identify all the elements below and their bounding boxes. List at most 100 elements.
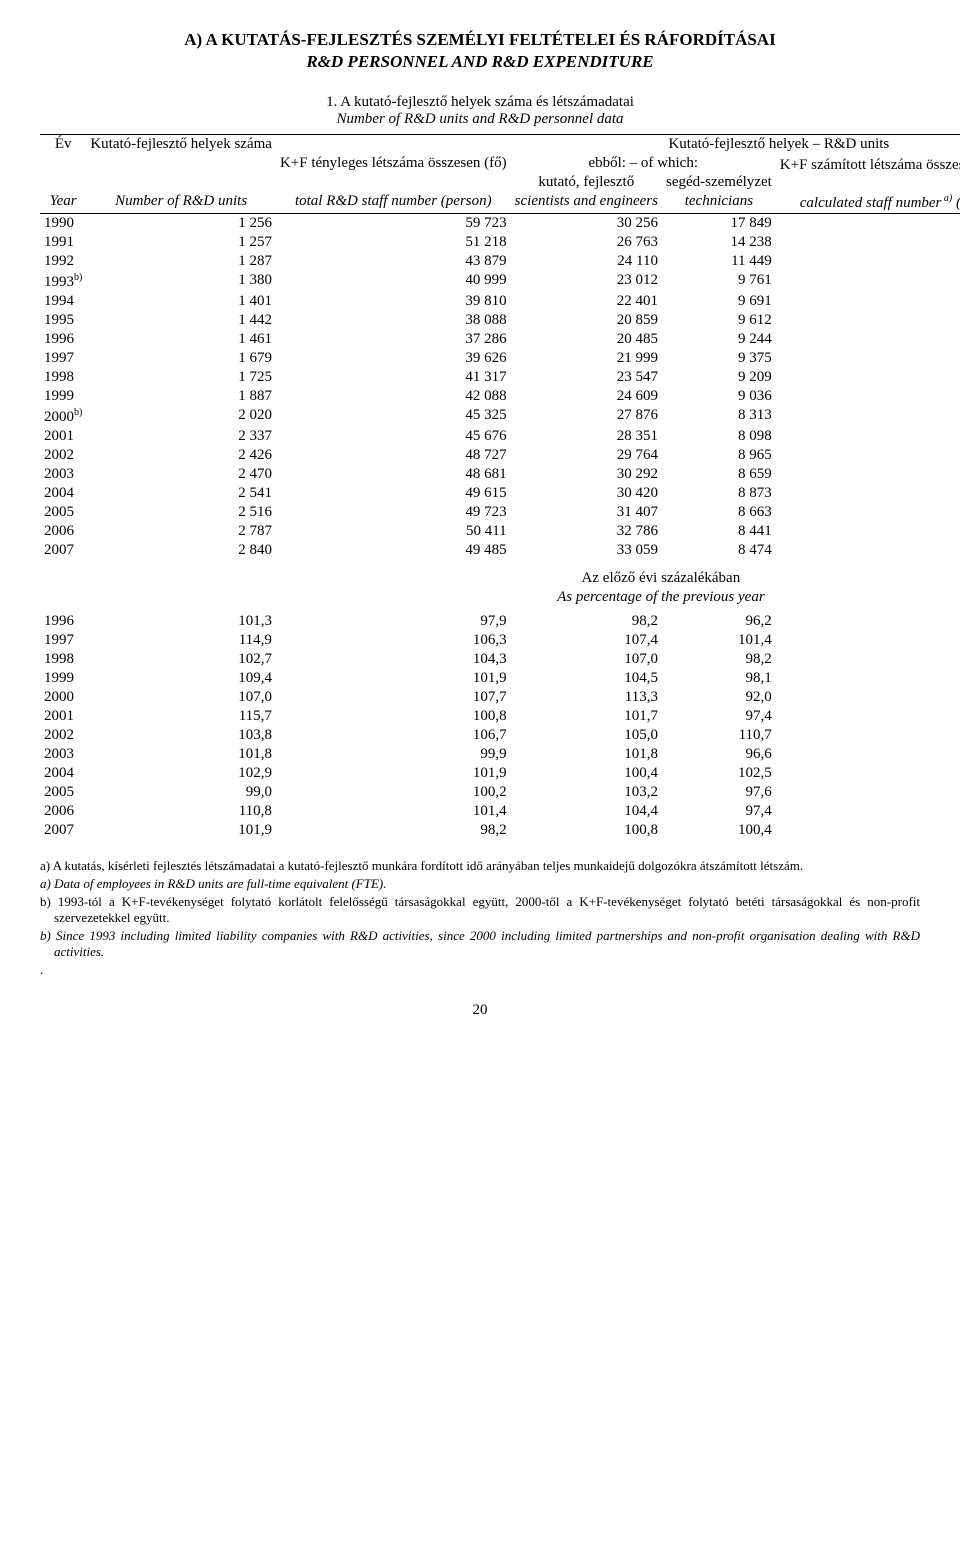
cell-value: 103,8 bbox=[86, 726, 276, 745]
cell-year: 2002 bbox=[40, 726, 86, 745]
hdr-year: Year bbox=[40, 192, 86, 214]
cell-value: 19 776 bbox=[776, 330, 960, 349]
table-caption-en: Number of R&D units and R&D personnel da… bbox=[40, 111, 920, 128]
cell-value: 98,2 bbox=[276, 821, 511, 840]
table-row: 19921 28743 87924 11011 44924 19212 3117… bbox=[40, 252, 960, 271]
footnote-b-en: b) Since 1993 including limited liabilit… bbox=[40, 928, 920, 960]
cell-value: 113,3 bbox=[511, 688, 662, 707]
cell-value: 21 999 bbox=[511, 349, 662, 368]
cell-value: 49 723 bbox=[276, 503, 511, 522]
table-row: 1998102,7104,3107,098,297,9105,294,3 bbox=[40, 650, 960, 669]
table-row: 19991 88742 08824 6099 03621 32912 5795 … bbox=[40, 387, 960, 406]
cell-value: 101,9 bbox=[86, 821, 276, 840]
cell-value: 26 763 bbox=[511, 233, 662, 252]
cell-value: 25 954 bbox=[776, 541, 960, 560]
hdr-spanner: Kutató-fejlesztő helyek – R&D units bbox=[276, 135, 960, 155]
cell-value: 49 615 bbox=[276, 484, 511, 503]
table-row: 2004102,9101,9100,4102,597,998,2101,6 bbox=[40, 764, 960, 783]
cell-value: 23 703 bbox=[776, 446, 960, 465]
cell-value: 102,5 bbox=[662, 764, 776, 783]
cell-value: 9 244 bbox=[662, 330, 776, 349]
footnote-a-hu: a) A kutatás, kísérleti fejlesztés létsz… bbox=[40, 858, 920, 874]
hdr-units-en: Number of R&D units bbox=[86, 192, 276, 214]
cell-value: 22 609 bbox=[776, 271, 960, 292]
cell-value: 100,4 bbox=[511, 764, 662, 783]
cell-value: 101,7 bbox=[511, 707, 662, 726]
cell-value: 106,7 bbox=[276, 726, 511, 745]
cell-value: 2 337 bbox=[86, 427, 276, 446]
cell-value: 102,9 bbox=[86, 764, 276, 783]
cell-year: 2007 bbox=[40, 541, 86, 560]
cell-value: 100,8 bbox=[511, 821, 662, 840]
section-title-en: R&D PERSONNEL AND R&D EXPENDITURE bbox=[40, 52, 920, 72]
cell-value: 20 315 bbox=[776, 368, 960, 387]
table-row: 20032 47048 68130 2928 65923 31115 1804 … bbox=[40, 465, 960, 484]
cell-year: 1997 bbox=[40, 349, 86, 368]
cell-value: 23 547 bbox=[511, 368, 662, 387]
cell-value: 92,0 bbox=[662, 688, 776, 707]
cell-value: 45 325 bbox=[276, 406, 511, 427]
cell-year: 1998 bbox=[40, 368, 86, 387]
mid-caption-en: As percentage of the previous year bbox=[40, 588, 960, 612]
hdr-sci-hu-1: kutató, fejlesztő bbox=[511, 173, 662, 192]
cell-value: 36 384 bbox=[776, 214, 960, 234]
table-row: 2006110,8101,4104,497,4111,8110,5107,7 bbox=[40, 802, 960, 821]
cell-value: 101,8 bbox=[776, 783, 960, 802]
cell-year: 1993b) bbox=[40, 271, 86, 292]
table-row: 1997114,9106,3107,4101,4105,0107,2101,8 bbox=[40, 631, 960, 650]
cell-value: 104,5 bbox=[511, 669, 662, 688]
cell-value: 104,4 bbox=[511, 802, 662, 821]
cell-year: 1999 bbox=[40, 387, 86, 406]
cell-value: 2 020 bbox=[86, 406, 276, 427]
cell-value: 9 209 bbox=[662, 368, 776, 387]
cell-year: 2003 bbox=[40, 465, 86, 484]
cell-value: 19 585 bbox=[776, 311, 960, 330]
cell-value: 98,2 bbox=[662, 650, 776, 669]
table-row: 2003101,899,9101,896,698,3101,494,0 bbox=[40, 745, 960, 764]
cell-year: 1990 bbox=[40, 214, 86, 234]
cell-value: 2 541 bbox=[86, 484, 276, 503]
cell-value: 107,4 bbox=[511, 631, 662, 650]
cell-value: 97,4 bbox=[662, 707, 776, 726]
cell-year: 2003 bbox=[40, 745, 86, 764]
cell-value: 22 826 bbox=[776, 484, 960, 503]
cell-value: 111,8 bbox=[776, 802, 960, 821]
page-number: 20 bbox=[40, 1002, 920, 1019]
table-row: 2000b)2 02045 32527 8768 31323 53414 406… bbox=[40, 406, 960, 427]
table-row: 19951 44238 08820 8599 61219 58510 4995 … bbox=[40, 311, 960, 330]
cell-value: 1 725 bbox=[86, 368, 276, 387]
cell-value: 101,3 bbox=[86, 612, 276, 631]
cell-value: 20 485 bbox=[511, 330, 662, 349]
cell-value: 43 879 bbox=[276, 252, 511, 271]
cell-value: 97,6 bbox=[662, 783, 776, 802]
cell-value: 30 292 bbox=[511, 465, 662, 484]
table-row: 1996101,397,998,296,2101,099,198,2 bbox=[40, 612, 960, 631]
cell-value: 97,9 bbox=[776, 764, 960, 783]
table-row: 2000107,0107,7113,392,0110,3114,5102,6 bbox=[40, 688, 960, 707]
table-row: 1993b)1 38040 99923 0129 76122 60911 818… bbox=[40, 271, 960, 292]
cell-value: 1 461 bbox=[86, 330, 276, 349]
cell-year: 2000 bbox=[40, 688, 86, 707]
cell-value: 8 474 bbox=[662, 541, 776, 560]
cell-value: 98,3 bbox=[776, 745, 960, 764]
cell-value: 99,9 bbox=[276, 745, 511, 764]
cell-value: 101,9 bbox=[276, 669, 511, 688]
cell-value: 97,4 bbox=[662, 802, 776, 821]
cell-year: 1995 bbox=[40, 311, 86, 330]
cell-value: 2 840 bbox=[86, 541, 276, 560]
cell-value: 99,0 bbox=[86, 783, 276, 802]
cell-year: 1998 bbox=[40, 650, 86, 669]
cell-value: 8 659 bbox=[662, 465, 776, 484]
table-caption-hu: 1. A kutató-fejlesztő helyek száma és lé… bbox=[40, 94, 920, 111]
cell-year: 2004 bbox=[40, 764, 86, 783]
footnote-a-en: a) Data of employees in R&D units are fu… bbox=[40, 876, 920, 892]
cell-value: 23 239 bbox=[776, 503, 960, 522]
cell-value: 22 008 bbox=[776, 292, 960, 311]
cell-year: 1997 bbox=[40, 631, 86, 650]
table-row: 2001115,7100,8101,797,497,5101,892,0 bbox=[40, 707, 960, 726]
table-row: 19971 67939 62621 9999 37520 75811 1545 … bbox=[40, 349, 960, 368]
cell-year: 1996 bbox=[40, 330, 86, 349]
cell-value: 103,2 bbox=[511, 783, 662, 802]
cell-value: 1 887 bbox=[86, 387, 276, 406]
cell-value: 96,6 bbox=[662, 745, 776, 764]
